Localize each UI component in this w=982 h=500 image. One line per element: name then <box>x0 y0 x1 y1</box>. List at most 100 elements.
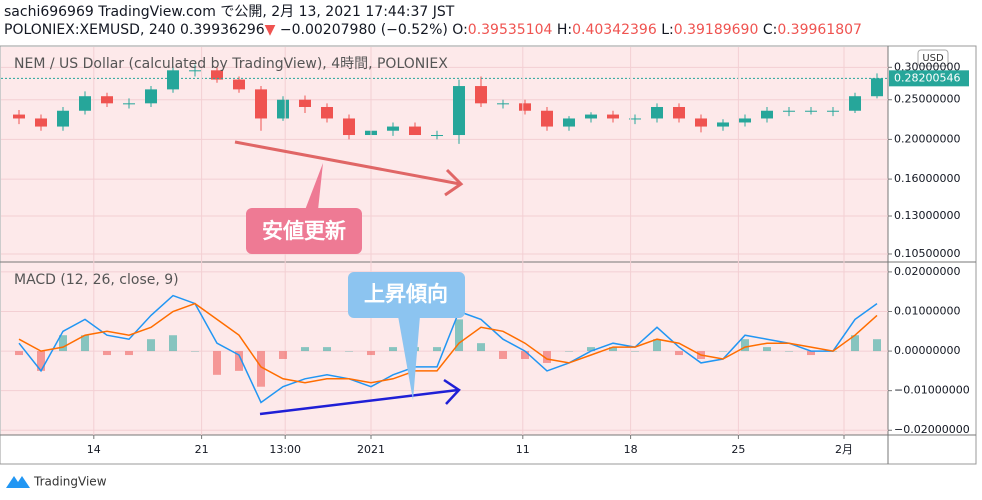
candle-body <box>387 126 399 131</box>
last-price-label: 0.28200546 <box>894 71 960 84</box>
quote-line: POLONIEX:XEMUSD, 240 0.39936296▼ −0.0020… <box>4 21 862 39</box>
candle-body <box>409 126 421 136</box>
histogram-bar <box>631 351 639 352</box>
histogram-bar <box>785 351 793 352</box>
histogram-bar <box>477 343 485 352</box>
histogram-bar <box>191 351 199 352</box>
candle-body <box>233 79 245 90</box>
y-tick-label: 0.10500000 <box>894 247 960 260</box>
candle-body <box>519 103 531 111</box>
candle-body <box>211 70 223 80</box>
candle-body <box>497 103 509 105</box>
callout-pointer <box>305 163 323 210</box>
candle-body <box>651 106 663 119</box>
histogram-bar <box>257 351 265 387</box>
histogram-bar <box>37 351 45 371</box>
histogram-bar <box>521 351 529 359</box>
x-tick-label: 2月 <box>835 443 853 456</box>
arrow-head <box>443 378 461 405</box>
histogram-bar <box>587 347 595 352</box>
x-tick-label: 14 <box>87 443 101 456</box>
histogram-bar <box>15 351 23 356</box>
low: 0.39189690 <box>673 22 759 38</box>
x-tick-label: 2021 <box>357 443 385 456</box>
candle-body <box>453 86 465 136</box>
pane-title: NEM / US Dollar (calculated by TradingVi… <box>14 56 448 72</box>
brand: TradingView <box>33 475 107 489</box>
x-tick-label: 18 <box>624 443 638 456</box>
candle-body <box>541 110 553 127</box>
plot-layer <box>1 47 888 435</box>
callout-box <box>348 272 465 318</box>
candle-body <box>299 99 311 107</box>
y-tick-label: 0.01000000 <box>894 304 960 317</box>
histogram-bar <box>367 351 375 356</box>
symbol: POLONIEX:XEMUSD, 240 <box>4 22 176 38</box>
histogram-bar <box>807 351 815 356</box>
candle-body <box>695 118 707 127</box>
histogram-bar <box>345 351 353 352</box>
candle-body <box>783 110 795 112</box>
macd-line <box>18 302 878 384</box>
c-label: C: <box>762 22 778 38</box>
high: 0.40342396 <box>572 22 657 38</box>
histogram-bar <box>455 319 463 352</box>
candle-body <box>607 114 619 119</box>
x-tick-label: 13:00 <box>269 443 301 456</box>
histogram-bar <box>851 335 859 352</box>
histogram-bar <box>301 347 309 352</box>
callout-box <box>246 208 362 254</box>
y-tick-label: 0.00000000 <box>894 344 960 357</box>
x-tick-label: 25 <box>731 443 745 456</box>
histogram-bar <box>543 351 551 363</box>
candle-body <box>827 110 839 112</box>
histogram-bar <box>81 335 89 352</box>
pane-title: MACD (12, 26, close, 9) <box>14 272 179 288</box>
candle-body <box>101 96 113 104</box>
y-tick-label: −0.02000000 <box>894 423 970 436</box>
candle-body <box>739 118 751 123</box>
candle-body <box>475 86 487 104</box>
low-update-annotation: 安値更新 <box>234 140 464 254</box>
histogram-bar <box>279 351 287 359</box>
histogram-bar <box>169 335 177 352</box>
down-arrow <box>234 140 461 186</box>
histogram-bar <box>235 351 243 371</box>
candle-body <box>431 135 443 137</box>
candle-body <box>849 96 861 111</box>
currency-box <box>917 49 949 67</box>
y-tick-label: 0.20000000 <box>894 132 960 145</box>
y-tick-label: 0.13000000 <box>894 209 960 222</box>
histogram-bar <box>565 351 573 352</box>
currency: USD <box>922 53 944 64</box>
histogram-bar <box>213 351 221 375</box>
candle-body <box>277 99 289 119</box>
callout-text: 安値更新 <box>262 219 346 243</box>
candle-body <box>673 106 685 119</box>
candle-body <box>189 70 201 72</box>
plot-bg <box>1 47 888 435</box>
last-price-tag <box>889 70 969 87</box>
uptrend-annotation: 上昇傾向 <box>259 272 465 416</box>
footer-logo: TradingView <box>6 475 107 489</box>
histogram-bar <box>125 351 133 356</box>
histogram-bar <box>59 335 67 352</box>
histogram-bar <box>147 339 155 352</box>
histogram-bar <box>653 339 661 352</box>
y-tick-label: −0.01000000 <box>894 384 970 397</box>
histogram-bar <box>103 351 111 356</box>
candle-body <box>343 118 355 136</box>
candle-body <box>871 78 883 97</box>
arrow-head <box>444 168 464 197</box>
candle-body <box>761 110 773 119</box>
last: 0.39936296 <box>180 22 265 38</box>
header: sachi696969 TradingView.com で公開, 2月 13, … <box>4 3 862 39</box>
histogram-bar <box>609 347 617 352</box>
histogram-bar <box>719 351 727 352</box>
candle-body <box>805 110 817 112</box>
candle-body <box>717 122 729 127</box>
candle-body <box>123 103 135 105</box>
candle-body <box>321 106 333 119</box>
